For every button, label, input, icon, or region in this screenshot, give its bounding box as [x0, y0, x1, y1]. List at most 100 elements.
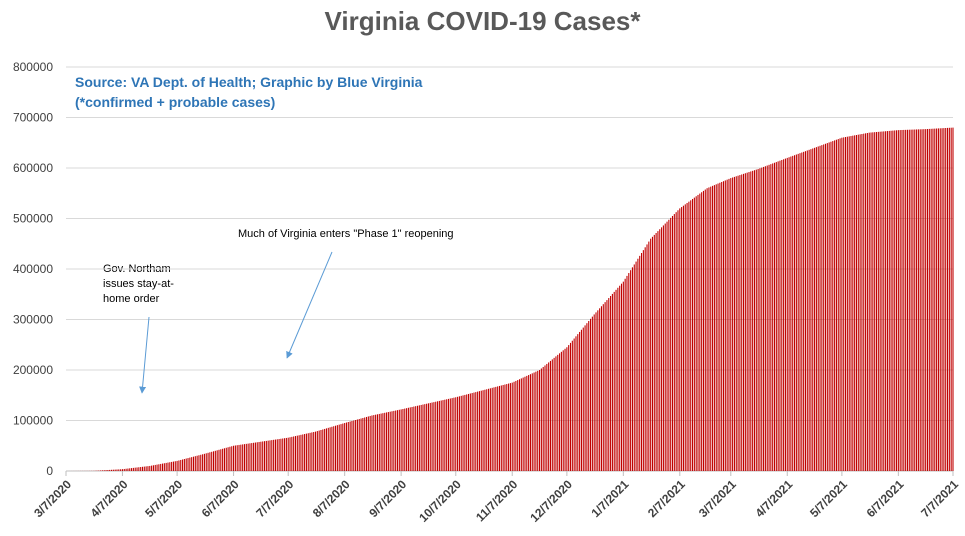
bar — [564, 348, 566, 471]
bar — [449, 398, 451, 471]
bar — [821, 145, 823, 472]
bar — [757, 169, 759, 471]
bar — [396, 410, 399, 471]
bar — [817, 146, 819, 471]
bar — [673, 214, 675, 471]
bar — [914, 129, 916, 471]
bar — [227, 447, 229, 471]
bar — [661, 227, 663, 471]
bar — [358, 418, 360, 471]
bar — [702, 190, 705, 471]
bar — [212, 451, 215, 471]
bar — [265, 440, 267, 471]
bar — [198, 455, 200, 471]
bar — [437, 401, 439, 471]
bar — [633, 264, 635, 471]
bar — [273, 439, 275, 471]
bar — [797, 153, 799, 472]
bar — [542, 366, 544, 471]
bar — [121, 469, 124, 471]
x-tick-label: 3/7/2020 — [31, 477, 74, 520]
bar — [866, 132, 868, 472]
bar — [420, 404, 422, 471]
bar — [515, 380, 517, 471]
bar — [615, 289, 617, 471]
bar — [114, 469, 116, 471]
bar — [732, 177, 734, 472]
bar — [743, 173, 745, 472]
bar — [588, 321, 590, 471]
bar — [285, 437, 287, 471]
bar — [482, 390, 484, 471]
y-tick-label: 0 — [46, 464, 53, 478]
bar — [848, 136, 850, 471]
bar — [185, 458, 187, 471]
bar — [830, 141, 832, 472]
bar — [234, 445, 236, 471]
bar — [952, 127, 954, 471]
bar — [486, 389, 488, 471]
bar — [611, 293, 613, 471]
bar — [294, 436, 297, 471]
bar — [202, 454, 204, 471]
bar — [835, 139, 837, 471]
bar — [140, 467, 142, 471]
bar — [320, 430, 322, 471]
bar — [755, 169, 757, 471]
bar — [883, 131, 885, 471]
bar — [480, 390, 482, 471]
bar — [424, 404, 426, 471]
bar — [302, 434, 304, 471]
bar — [582, 327, 584, 471]
bar — [304, 434, 306, 471]
y-tick-label: 600000 — [13, 161, 53, 175]
bar — [631, 267, 633, 471]
bar — [402, 408, 404, 471]
bar — [123, 468, 125, 471]
bar — [905, 129, 907, 472]
bar — [284, 438, 286, 471]
bar — [766, 165, 768, 472]
bar — [127, 468, 129, 471]
bar — [484, 389, 486, 471]
bar — [189, 457, 191, 471]
bar — [895, 130, 898, 471]
bar — [442, 400, 444, 471]
bar — [500, 385, 502, 471]
bar — [724, 180, 726, 471]
bar — [287, 437, 289, 471]
bar — [921, 129, 923, 471]
bar — [819, 145, 821, 471]
bar — [657, 231, 659, 472]
bar — [551, 359, 553, 471]
bar — [451, 398, 453, 471]
bar — [132, 467, 134, 471]
y-axis: 0 100000 200000 300000 400000 500000 600000 700… — [13, 60, 53, 478]
bar — [426, 403, 428, 471]
bar — [367, 416, 369, 471]
bar — [697, 194, 699, 471]
bar — [746, 172, 748, 471]
x-tick-label: 4/7/2021 — [752, 477, 795, 520]
bar — [183, 459, 185, 471]
bar — [946, 127, 949, 472]
bar — [879, 131, 881, 471]
bar — [539, 370, 541, 471]
bar — [351, 421, 353, 471]
bar — [628, 273, 630, 471]
bar — [192, 456, 195, 471]
bar — [675, 212, 677, 471]
bar — [458, 396, 460, 471]
bar — [597, 310, 599, 471]
bar — [863, 133, 865, 471]
bar — [371, 415, 373, 471]
bar — [174, 461, 176, 471]
bar — [509, 383, 511, 471]
bar — [948, 127, 950, 472]
bar — [413, 406, 415, 471]
bar — [599, 308, 601, 471]
bar — [274, 439, 276, 471]
bar — [936, 128, 938, 471]
bar — [446, 399, 448, 471]
bar — [196, 455, 198, 471]
